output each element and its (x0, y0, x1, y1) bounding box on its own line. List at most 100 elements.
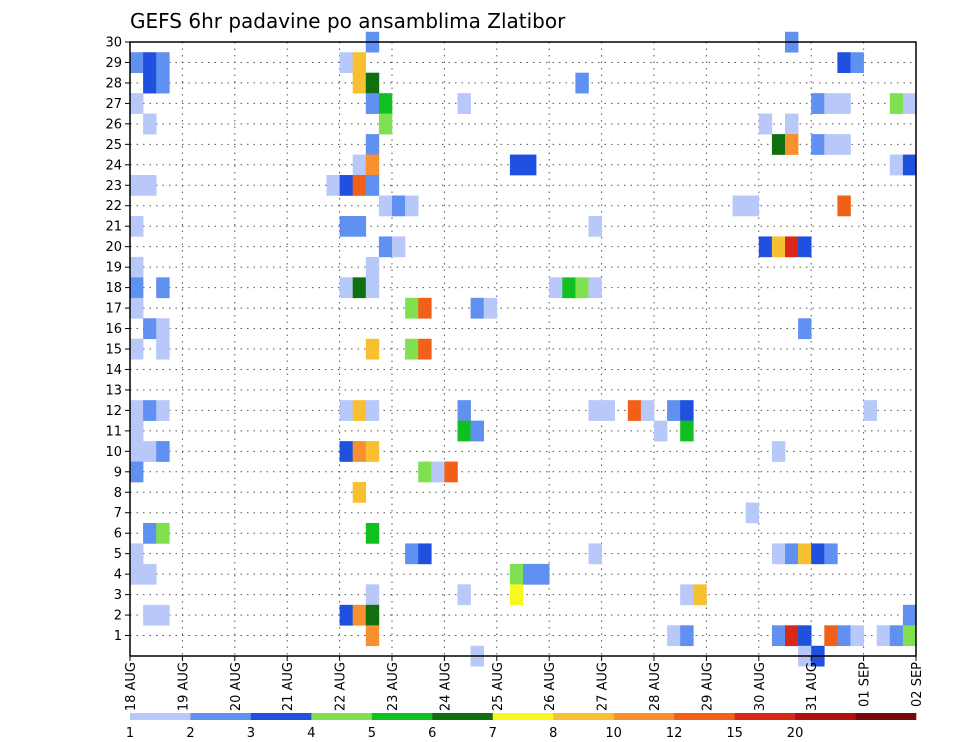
heatmap-cells (130, 31, 917, 667)
heatmap-cell (339, 400, 353, 421)
heatmap-cell (837, 195, 851, 217)
x-tick-label: 29 AUG (700, 662, 715, 711)
heatmap-cell (365, 256, 380, 278)
heatmap-cell (130, 400, 144, 421)
y-tick-label: 10 (105, 445, 122, 460)
heatmap-cell (143, 52, 157, 73)
heatmap-cell (143, 175, 157, 196)
y-tick-label: 29 (105, 56, 122, 71)
colorbar-segment (432, 713, 494, 720)
colorbar-label: 15 (726, 726, 743, 741)
x-tick-label: 25 AUG (491, 662, 506, 711)
heatmap-cell (785, 236, 799, 258)
heatmap-cell (352, 482, 367, 503)
heatmap-cell (130, 461, 144, 483)
heatmap-cell (850, 625, 864, 647)
heatmap-cell (470, 297, 484, 319)
heatmap-cell (143, 522, 157, 544)
heatmap-cell (889, 93, 904, 114)
heatmap-cell (785, 543, 799, 565)
colorbar-segment (130, 713, 191, 720)
heatmap-cell (785, 113, 799, 135)
y-tick-label: 9 (114, 465, 122, 480)
heatmap-cell (143, 400, 157, 421)
heatmap-cell (771, 625, 786, 647)
heatmap-cell (785, 134, 799, 155)
heatmap-cell (156, 400, 170, 421)
heatmap-cell (771, 543, 786, 565)
heatmap-cell (902, 625, 917, 647)
y-tick-label: 4 (114, 568, 122, 583)
heatmap-cell (457, 93, 471, 114)
heatmap-cell (365, 522, 380, 544)
y-tick-label: 11 (105, 424, 122, 439)
y-tick-label: 26 (105, 117, 122, 132)
x-tick-label: 01 SEP (858, 662, 873, 707)
heatmap-cell (771, 134, 786, 155)
heatmap-cell (352, 400, 367, 421)
heatmap-cell (365, 338, 380, 360)
y-tick-label: 7 (114, 506, 122, 521)
colorbar-label: 6 (428, 726, 436, 741)
heatmap-cell (405, 338, 419, 360)
heatmap-cell (405, 195, 419, 217)
heatmap-cell (339, 52, 353, 73)
heatmap-cell (680, 400, 694, 421)
x-tick-label: 31 AUG (805, 662, 820, 711)
heatmap-cell (745, 502, 760, 524)
heatmap-cell (352, 441, 367, 462)
x-tick-label: 20 AUG (229, 662, 244, 711)
heatmap-cell (771, 441, 786, 462)
heatmap-cell (156, 318, 170, 340)
heatmap-cell (588, 277, 602, 299)
y-tick-label: 5 (114, 547, 122, 562)
heatmap-cell (575, 72, 589, 94)
y-tick-label: 23 (105, 179, 122, 194)
heatmap-cell (654, 420, 668, 442)
colorbar-label: 8 (549, 726, 557, 741)
heatmap-cell (156, 441, 170, 462)
colorbar-segment (553, 713, 614, 720)
colorbar-label: 5 (368, 726, 376, 741)
colorbar-label: 4 (307, 726, 315, 741)
heatmap-cell (627, 400, 642, 421)
x-tick-label: 21 AUG (281, 662, 296, 711)
heatmap-cell (405, 543, 419, 565)
heatmap-cell (405, 297, 419, 319)
heatmap-cell (470, 420, 484, 442)
heatmap-cell (509, 563, 524, 585)
heatmap-cell (339, 277, 353, 299)
heatmap-cell (365, 604, 380, 626)
x-axis-ticks: 18 AUG 19 AUG 20 AUG 21 AUG 22 AUG 23 AUG 24 A… (124, 656, 925, 711)
x-tick-label: 30 AUG (753, 662, 768, 711)
y-axis-ticks: 1234567891011121314151617181920212223242… (105, 36, 130, 644)
heatmap-cell (562, 277, 576, 299)
colorbar-label: 1 (126, 726, 134, 741)
colorbar-segment (250, 713, 312, 720)
heatmap-cell (798, 318, 812, 340)
heatmap-cell (758, 236, 773, 258)
heatmap-cell (156, 522, 170, 544)
heatmap-cell (156, 277, 170, 299)
heatmap-cell (156, 338, 170, 360)
colorbar-segment (674, 713, 735, 720)
colorbar-segment (613, 713, 675, 720)
y-tick-label: 3 (114, 588, 122, 603)
heatmap-cell (837, 93, 851, 114)
heatmap-cell (457, 400, 471, 421)
y-tick-label: 6 (114, 527, 122, 542)
heatmap-cell (365, 277, 380, 299)
heatmap-cell (339, 215, 353, 237)
heatmap-cell (667, 625, 681, 647)
heatmap-cell (130, 215, 144, 237)
heatmap-cell (732, 195, 746, 217)
heatmap-cell (824, 625, 838, 647)
chart-title: GEFS 6hr padavine po ansamblima Zlatibor (130, 9, 566, 33)
heatmap-cell (693, 584, 707, 606)
heatmap-cell (352, 215, 367, 237)
heatmap-cell (130, 175, 144, 196)
x-tick-label: 24 AUG (438, 662, 453, 711)
heatmap-cell (902, 604, 917, 626)
heatmap-cell (509, 584, 524, 606)
heatmap-cell (575, 277, 589, 299)
